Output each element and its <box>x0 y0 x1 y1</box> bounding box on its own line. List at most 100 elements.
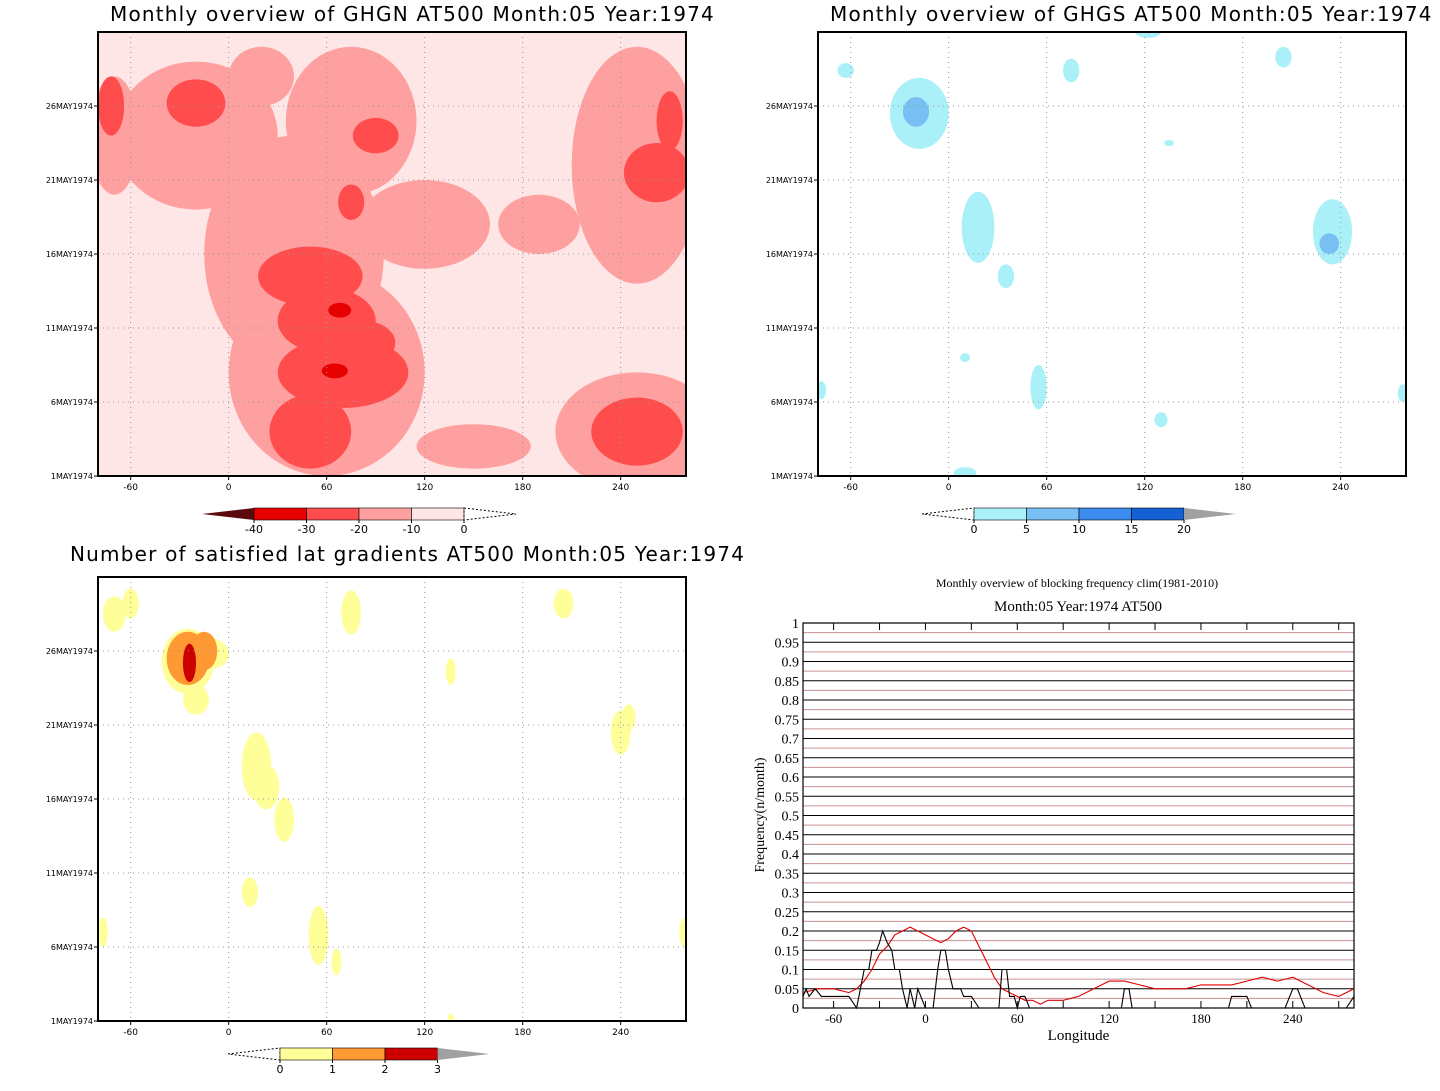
x-tick-label: 120 <box>416 1028 433 1038</box>
chart-title: Monthly overview of blocking frequency c… <box>936 576 1218 590</box>
panel-ghgs: Monthly overview of GHGS AT500 Month:05 … <box>720 0 1440 545</box>
colorbar-label: 20 <box>1177 523 1191 536</box>
colorbar-arrow-right <box>437 1048 490 1060</box>
colorbar-swatch <box>384 1047 438 1061</box>
colorbar-arrow-left <box>227 1047 281 1061</box>
contour-region <box>1312 199 1353 265</box>
contour-region <box>98 76 125 136</box>
x-tick-label: 60 <box>321 483 333 493</box>
plot-area <box>98 577 686 1021</box>
y-tick-label: 1MAY1974 <box>51 1017 93 1026</box>
y-tick-label: 1MAY1974 <box>51 472 93 481</box>
y-tick-label: 21MAY1974 <box>46 176 93 185</box>
contour-region <box>623 143 686 203</box>
contour-region <box>114 61 278 210</box>
x-tick-label: 240 <box>1283 1011 1303 1026</box>
x-tick-label: -60 <box>843 483 858 493</box>
y-tick-label: 0.25 <box>775 906 800 921</box>
contour-region <box>329 320 396 365</box>
y-tick-label: 0.2 <box>782 925 800 940</box>
x-axis-label: Longitude <box>1048 1028 1110 1044</box>
colorbar-label: -40 <box>245 523 263 536</box>
y-tick-label: 0.4 <box>782 848 800 863</box>
x-tick-label: 0 <box>226 483 232 493</box>
colorbar-swatch <box>253 507 307 521</box>
contour-region <box>331 948 342 976</box>
y-tick-label: 0.05 <box>775 983 800 998</box>
colorbar: -40 -30 -20 -10 0 <box>202 507 517 536</box>
x-tick-label: 240 <box>1332 483 1349 493</box>
y-tick-label: 16MAY1974 <box>46 795 93 804</box>
y-tick-label: 6MAY1974 <box>51 943 93 952</box>
y-tick-label: 0.75 <box>775 713 800 728</box>
contour-region <box>1397 384 1406 402</box>
panel-ghgn: Monthly overview of GHGN AT500 Month:05 … <box>0 0 720 545</box>
x-tick-label: 180 <box>514 483 531 493</box>
contour-region <box>182 643 196 683</box>
colorbar-arrow-right <box>1184 508 1236 520</box>
colorbar-label: 3 <box>434 1063 441 1076</box>
x-tick-label: 0 <box>226 1028 232 1038</box>
contour-region <box>591 397 683 466</box>
colorbar-label: 0 <box>971 523 978 536</box>
ghgn-heatmap: -60 0 60 120 180 240 1MAY1974 6MAY1974 11MAY1974… <box>46 31 687 536</box>
contour-region <box>191 631 218 671</box>
series-line-black <box>802 929 1355 1011</box>
contour-region <box>961 191 995 263</box>
contour-region <box>308 905 329 965</box>
contour-region <box>328 302 352 318</box>
contour-region <box>679 917 686 947</box>
chart-title: Monthly overview of GHGN AT500 Month:05 … <box>110 2 715 26</box>
x-tick-label: -60 <box>123 1028 138 1038</box>
contour-region <box>902 97 930 127</box>
x-tick-label: 180 <box>514 1028 531 1038</box>
colorbar-swatch <box>1026 507 1080 521</box>
contour-region <box>98 917 108 947</box>
y-tick-label: 0.3 <box>782 887 800 902</box>
contour-region <box>122 588 139 619</box>
contour-region <box>837 63 854 78</box>
contour-region <box>228 46 294 106</box>
colorbar-label: -10 <box>403 523 421 536</box>
colorbar-swatch <box>1078 507 1132 521</box>
colorbar-arrow-left <box>202 508 254 520</box>
colorbar-label: 5 <box>1023 523 1030 536</box>
contour-region <box>416 424 531 469</box>
colorbar-label: -20 <box>350 523 368 536</box>
panel-blocking-frequency: Monthly overview of blocking frequency c… <box>720 545 1440 1091</box>
contour-region <box>166 79 226 127</box>
chart-title: Monthly overview of GHGS AT500 Month:05 … <box>830 2 1433 26</box>
colorbar-label: 0 <box>461 523 468 536</box>
y-tick-label: 0.5 <box>782 810 800 825</box>
colorbar-swatch <box>279 1047 333 1061</box>
y-tick-label: 0.8 <box>782 694 800 709</box>
colorbar: 0 5 10 15 20 <box>921 507 1236 536</box>
y-tick-label: 0.85 <box>775 675 800 690</box>
x-tick-label: 0 <box>922 1011 929 1026</box>
y-tick-label: 11MAY1974 <box>46 869 93 878</box>
y-tick-label: 0.7 <box>782 733 800 748</box>
contour-region <box>656 91 683 151</box>
contour-region <box>997 264 1014 289</box>
y-tick-label: 6MAY1974 <box>771 398 813 407</box>
y-tick-label: 11MAY1974 <box>766 324 813 333</box>
x-tick-label: 120 <box>1136 483 1153 493</box>
x-tick-label: 60 <box>321 1028 333 1038</box>
y-tick-label: 0 <box>792 1002 799 1017</box>
x-tick-label: -60 <box>123 483 138 493</box>
colorbar: 0 1 2 3 <box>227 1047 490 1076</box>
y-tick-label: 0.6 <box>782 771 800 786</box>
x-tick-label: 240 <box>612 1028 629 1038</box>
y-tick-label: 26MAY1974 <box>46 647 93 656</box>
contour-region <box>359 180 490 269</box>
x-tick-label: 60 <box>1011 1011 1024 1026</box>
x-tick-label: 240 <box>612 483 629 493</box>
contour-region <box>321 363 348 379</box>
contour-region <box>122 402 205 462</box>
contour-region <box>424 328 556 417</box>
y-tick-label: 26MAY1974 <box>46 102 93 111</box>
contour-region <box>1164 140 1175 146</box>
y-tick-label: 0.45 <box>775 829 800 844</box>
contour-region <box>182 685 210 715</box>
contour-region <box>1275 46 1292 68</box>
